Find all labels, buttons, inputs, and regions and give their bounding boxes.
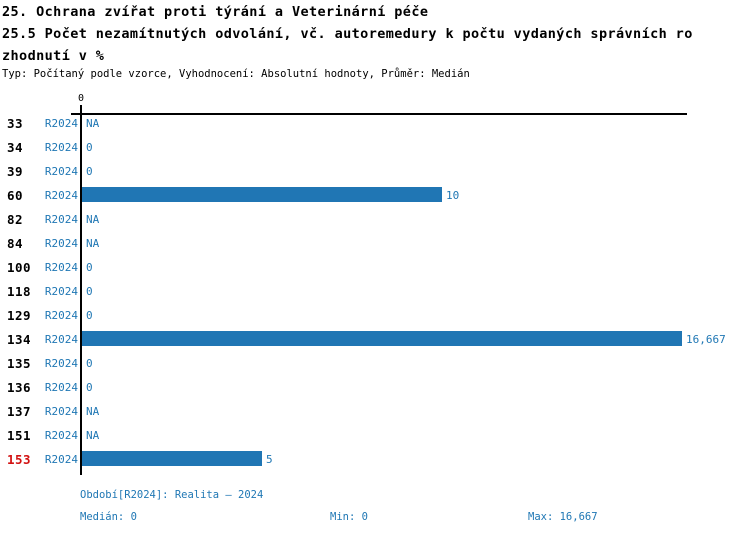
- row-series-label: R2024: [44, 405, 78, 418]
- footer-period-label: Období[R2024]: Realita – 2024: [80, 489, 264, 501]
- row-series-label: R2024: [44, 141, 78, 154]
- row-value-label: NA: [86, 405, 100, 418]
- bar: [82, 187, 442, 202]
- chart-row: 151 R2024 NA: [0, 423, 750, 447]
- chart-row: 82 R2024 NA: [0, 207, 750, 231]
- row-series-label: R2024: [44, 333, 78, 346]
- row-category-label: 84: [7, 236, 24, 251]
- footer-median-label: Medián: 0: [80, 511, 137, 523]
- row-value-label: 16,667: [686, 333, 726, 346]
- row-category-label: 118: [7, 284, 32, 299]
- chart-row: 60 R2024 10: [0, 183, 750, 207]
- footer-max-label: Max: 16,667: [528, 511, 598, 523]
- chart-row: 136 R2024 0: [0, 375, 750, 399]
- chart-row: 134 R2024 16,667: [0, 327, 750, 351]
- row-category-label: 33: [7, 116, 24, 131]
- row-value-label: NA: [86, 213, 100, 226]
- row-category-label: 135: [7, 356, 32, 371]
- chart-row: 118 R2024 0: [0, 279, 750, 303]
- row-value-label: NA: [86, 237, 100, 250]
- page-title-line-1: 25. Ochrana zvířat proti týrání a Veteri…: [2, 4, 429, 20]
- page-title-line-2: 25.5 Počet nezamítnutých odvolání, vč. a…: [2, 26, 693, 42]
- row-series-label: R2024: [44, 309, 78, 322]
- row-value-label: 0: [86, 381, 93, 394]
- row-category-label: 129: [7, 308, 32, 323]
- chart-row: 153 R2024 5: [0, 447, 750, 471]
- row-value-label: 0: [86, 141, 93, 154]
- row-category-label: 100: [7, 260, 32, 275]
- axis-zero-tick-label: 0: [77, 93, 85, 104]
- footer-min-label: Min: 0: [330, 511, 368, 523]
- row-category-label: 137: [7, 404, 32, 419]
- row-category-label: 82: [7, 212, 24, 227]
- chart-row: 34 R2024 0: [0, 135, 750, 159]
- chart-row: 129 R2024 0: [0, 303, 750, 327]
- row-series-label: R2024: [44, 117, 78, 130]
- row-series-label: R2024: [44, 357, 78, 370]
- row-series-label: R2024: [44, 165, 78, 178]
- row-series-label: R2024: [44, 381, 78, 394]
- row-category-label: 60: [7, 188, 24, 203]
- row-category-label: 136: [7, 380, 32, 395]
- row-value-label: 0: [86, 285, 93, 298]
- row-value-label: NA: [86, 429, 100, 442]
- row-series-label: R2024: [44, 237, 78, 250]
- row-value-label: 5: [266, 453, 273, 466]
- row-value-label: NA: [86, 117, 100, 130]
- chart-row: 33 R2024 NA: [0, 111, 750, 135]
- row-value-label: 0: [86, 165, 93, 178]
- row-series-label: R2024: [44, 261, 78, 274]
- row-category-label: 34: [7, 140, 24, 155]
- bar: [82, 331, 682, 346]
- axis-top-line: [71, 113, 687, 115]
- row-value-label: 0: [86, 261, 93, 274]
- row-value-label: 0: [86, 309, 93, 322]
- axis-vertical-line: [80, 105, 82, 475]
- row-value-label: 0: [86, 357, 93, 370]
- row-value-label: 10: [446, 189, 460, 202]
- row-series-label: R2024: [44, 429, 78, 442]
- chart-row: 135 R2024 0: [0, 351, 750, 375]
- chart-subtitle: Typ: Počítaný podle vzorce, Vyhodnocení:…: [2, 68, 470, 80]
- row-category-label: 153: [7, 452, 32, 467]
- chart-row: 137 R2024 NA: [0, 399, 750, 423]
- row-category-label: 39: [7, 164, 24, 179]
- chart-row: 100 R2024 0: [0, 255, 750, 279]
- row-series-label: R2024: [44, 453, 78, 466]
- chart-row: 39 R2024 0: [0, 159, 750, 183]
- chart-row: 84 R2024 NA: [0, 231, 750, 255]
- row-series-label: R2024: [44, 285, 78, 298]
- row-series-label: R2024: [44, 213, 78, 226]
- bar: [82, 451, 262, 466]
- row-category-label: 151: [7, 428, 32, 443]
- row-category-label: 134: [7, 332, 32, 347]
- row-series-label: R2024: [44, 189, 78, 202]
- page-title-line-3: zhodnutí v %: [2, 48, 105, 64]
